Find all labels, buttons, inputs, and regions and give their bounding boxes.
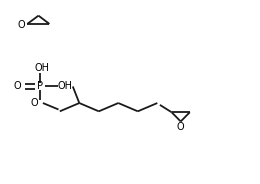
Text: OH: OH — [35, 63, 50, 73]
Text: O: O — [18, 20, 25, 30]
Text: O: O — [14, 82, 21, 91]
Text: O: O — [31, 98, 38, 108]
Text: OH: OH — [57, 82, 73, 91]
Text: O: O — [177, 122, 185, 132]
Text: P: P — [37, 82, 43, 91]
